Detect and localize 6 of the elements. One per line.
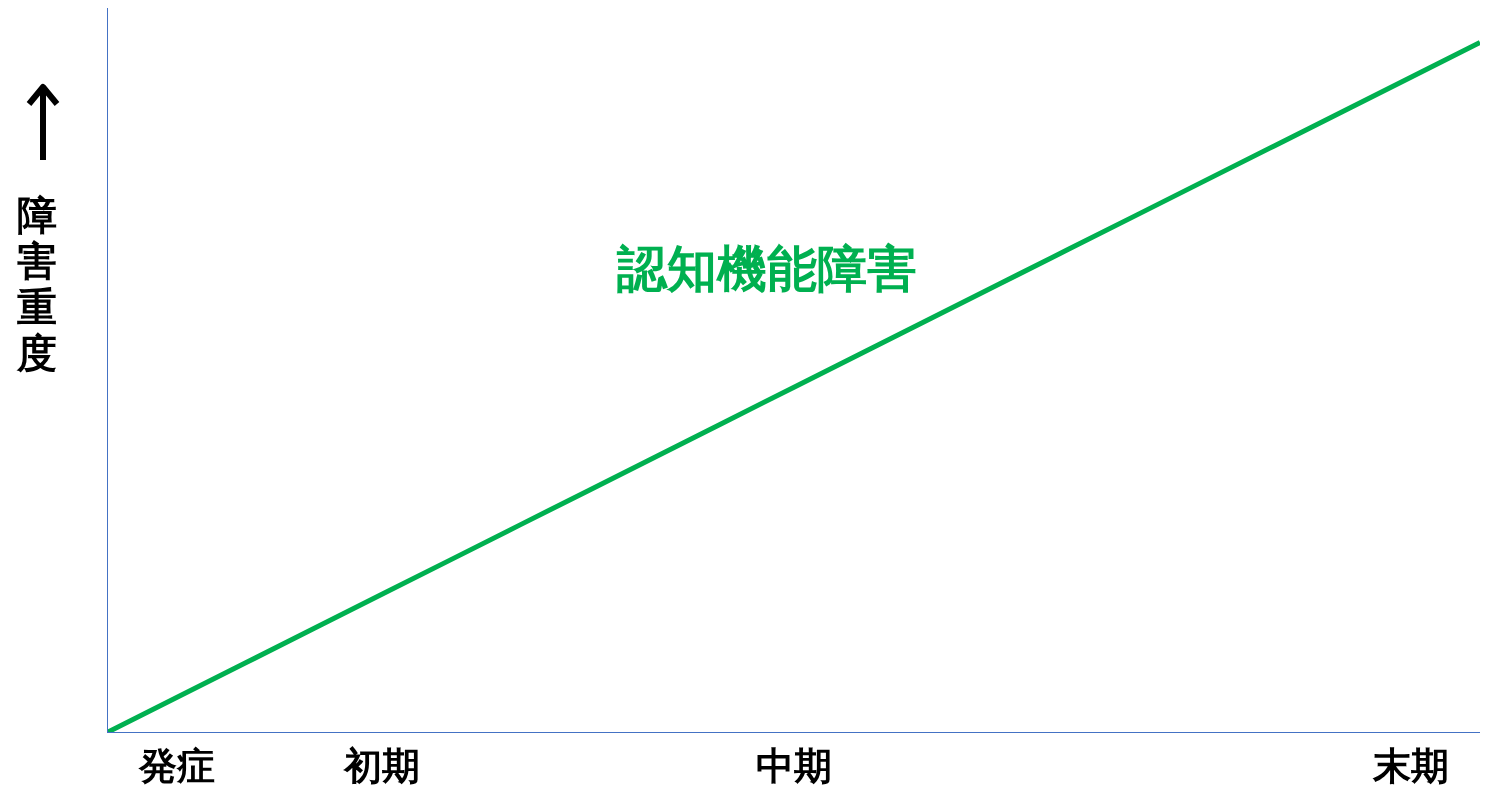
x-tick-label: 発症 — [137, 743, 215, 788]
x-tick-label: 初期 — [343, 743, 421, 788]
annotation: 認知機能障害 — [616, 240, 917, 298]
y-axis-title: 障害重度 — [16, 192, 58, 376]
x-tick-label: 末期 — [1372, 743, 1450, 788]
x-tick-label: 中期 — [756, 743, 832, 788]
